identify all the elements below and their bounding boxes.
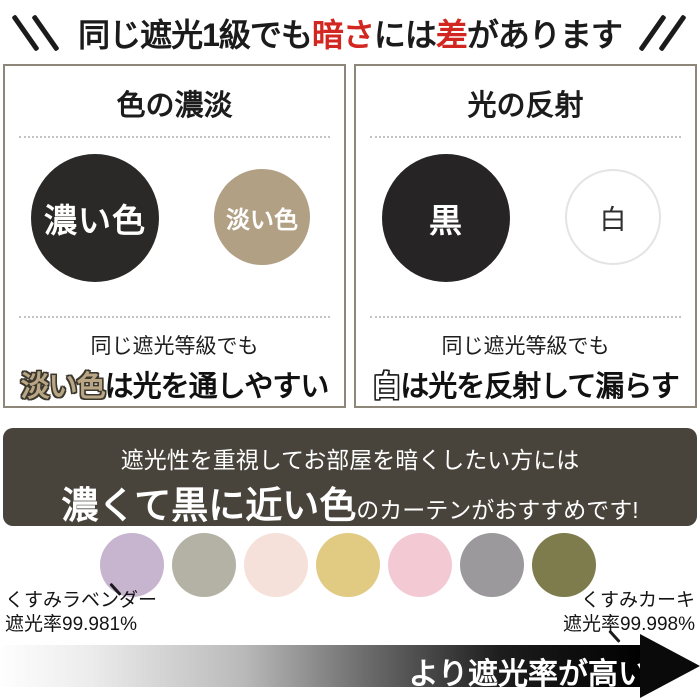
arrow-head-icon bbox=[640, 634, 700, 698]
panel-note: 同じ遮光等級でも 白は光を反射して漏らす bbox=[356, 330, 695, 405]
white-circle-label: 白 bbox=[599, 204, 627, 235]
title-emphasis-darkness: 暗さ bbox=[311, 17, 375, 53]
decorative-slashes-right-icon bbox=[636, 8, 687, 58]
color-swatch bbox=[388, 533, 452, 597]
panel-note: 同じ遮光等級でも 淡い色は光を通しやすい bbox=[5, 330, 344, 405]
white-circle: 白 bbox=[565, 169, 661, 265]
panel-header: 色の濃淡 bbox=[116, 90, 233, 122]
dotted-divider bbox=[370, 136, 681, 138]
black-circle: 黒 bbox=[382, 154, 510, 282]
panel-note-line1: 同じ遮光等級でも bbox=[90, 335, 259, 358]
color-swatch bbox=[100, 533, 164, 597]
title-text: には bbox=[373, 17, 437, 53]
banner-emphasis: 濃くて黒に近い色 bbox=[61, 485, 357, 526]
panel-note-line1: 同じ遮光等級でも bbox=[441, 335, 610, 358]
title-bar: 同じ遮光1級でも暗さには差があります bbox=[0, 6, 700, 60]
circle-comparison: 黒 白 bbox=[356, 138, 695, 304]
title-text: 同じ遮光1級でも bbox=[78, 17, 313, 53]
title-text: があります bbox=[466, 17, 623, 53]
swatch-blackout-rate: 遮光率99.981% bbox=[5, 613, 138, 635]
gradient-bar-label: より遮光率が高い bbox=[408, 658, 648, 691]
blackout-gradient-bar: より遮光率が高い bbox=[0, 645, 648, 691]
panel-note-line2: 淡い色は光を通しやすい bbox=[5, 363, 344, 405]
dotted-divider bbox=[19, 316, 330, 318]
dotted-divider bbox=[19, 136, 330, 138]
note-keyword-white: 白 bbox=[372, 371, 401, 403]
recommendation-banner: 遮光性を重視してお部屋を暗くしたい方には 濃くて黒に近い色のカーテンがおすすめで… bbox=[3, 428, 697, 526]
black-circle-label: 黒 bbox=[429, 202, 463, 239]
swatch-label-khaki: くすみカーキ 遮光率99.998% bbox=[563, 589, 695, 637]
panel-header: 光の反射 bbox=[467, 90, 584, 122]
page-title: 同じ遮光1級でも暗さには差があります bbox=[78, 10, 623, 56]
color-swatch bbox=[532, 533, 596, 597]
dark-color-circle: 濃い色 bbox=[31, 154, 159, 282]
light-color-circle: 淡い色 bbox=[214, 169, 310, 265]
swatch-name: くすみカーキ bbox=[580, 590, 695, 611]
panel-light-reflection: 光の反射 黒 白 同じ遮光等級でも 白は光を反射して漏らす bbox=[354, 64, 697, 408]
panel-note-line2: 白は光を反射して漏らす bbox=[356, 363, 695, 405]
dotted-divider bbox=[370, 316, 681, 318]
comparison-panels: 色の濃淡 濃い色 淡い色 同じ遮光等級でも 淡い色は光を通しやすい 光の反射 黒… bbox=[3, 64, 697, 408]
color-swatch bbox=[172, 533, 236, 597]
swatch-name: くすみラベンダー bbox=[5, 590, 158, 611]
light-color-circle-label: 淡い色 bbox=[226, 206, 298, 234]
circle-comparison: 濃い色 淡い色 bbox=[5, 138, 344, 304]
swatch-blackout-rate: 遮光率99.998% bbox=[562, 613, 695, 635]
color-swatch bbox=[460, 533, 524, 597]
color-swatch bbox=[316, 533, 380, 597]
title-emphasis-difference: 差 bbox=[435, 17, 468, 53]
note-rest: は光を通しやすい bbox=[104, 371, 330, 403]
color-swatch bbox=[244, 533, 308, 597]
note-keyword-light-color: 淡い色 bbox=[20, 371, 106, 403]
banner-line1: 遮光性を重視してお部屋を暗くしたい方には bbox=[120, 447, 580, 473]
banner-rest: のカーテンがおすすめです! bbox=[356, 497, 639, 523]
decorative-slashes-left-icon bbox=[11, 8, 64, 58]
banner-line2: 濃くて黒に近い色のカーテンがおすすめです! bbox=[3, 475, 697, 529]
swatch-label-lavender: くすみラベンダー 遮光率99.981% bbox=[5, 589, 157, 637]
swatch-row bbox=[100, 533, 596, 597]
note-rest: は光を反射して漏らす bbox=[400, 371, 680, 403]
panel-color-shade: 色の濃淡 濃い色 淡い色 同じ遮光等級でも 淡い色は光を通しやすい bbox=[3, 64, 346, 408]
dark-color-circle-label: 濃い色 bbox=[44, 202, 146, 239]
